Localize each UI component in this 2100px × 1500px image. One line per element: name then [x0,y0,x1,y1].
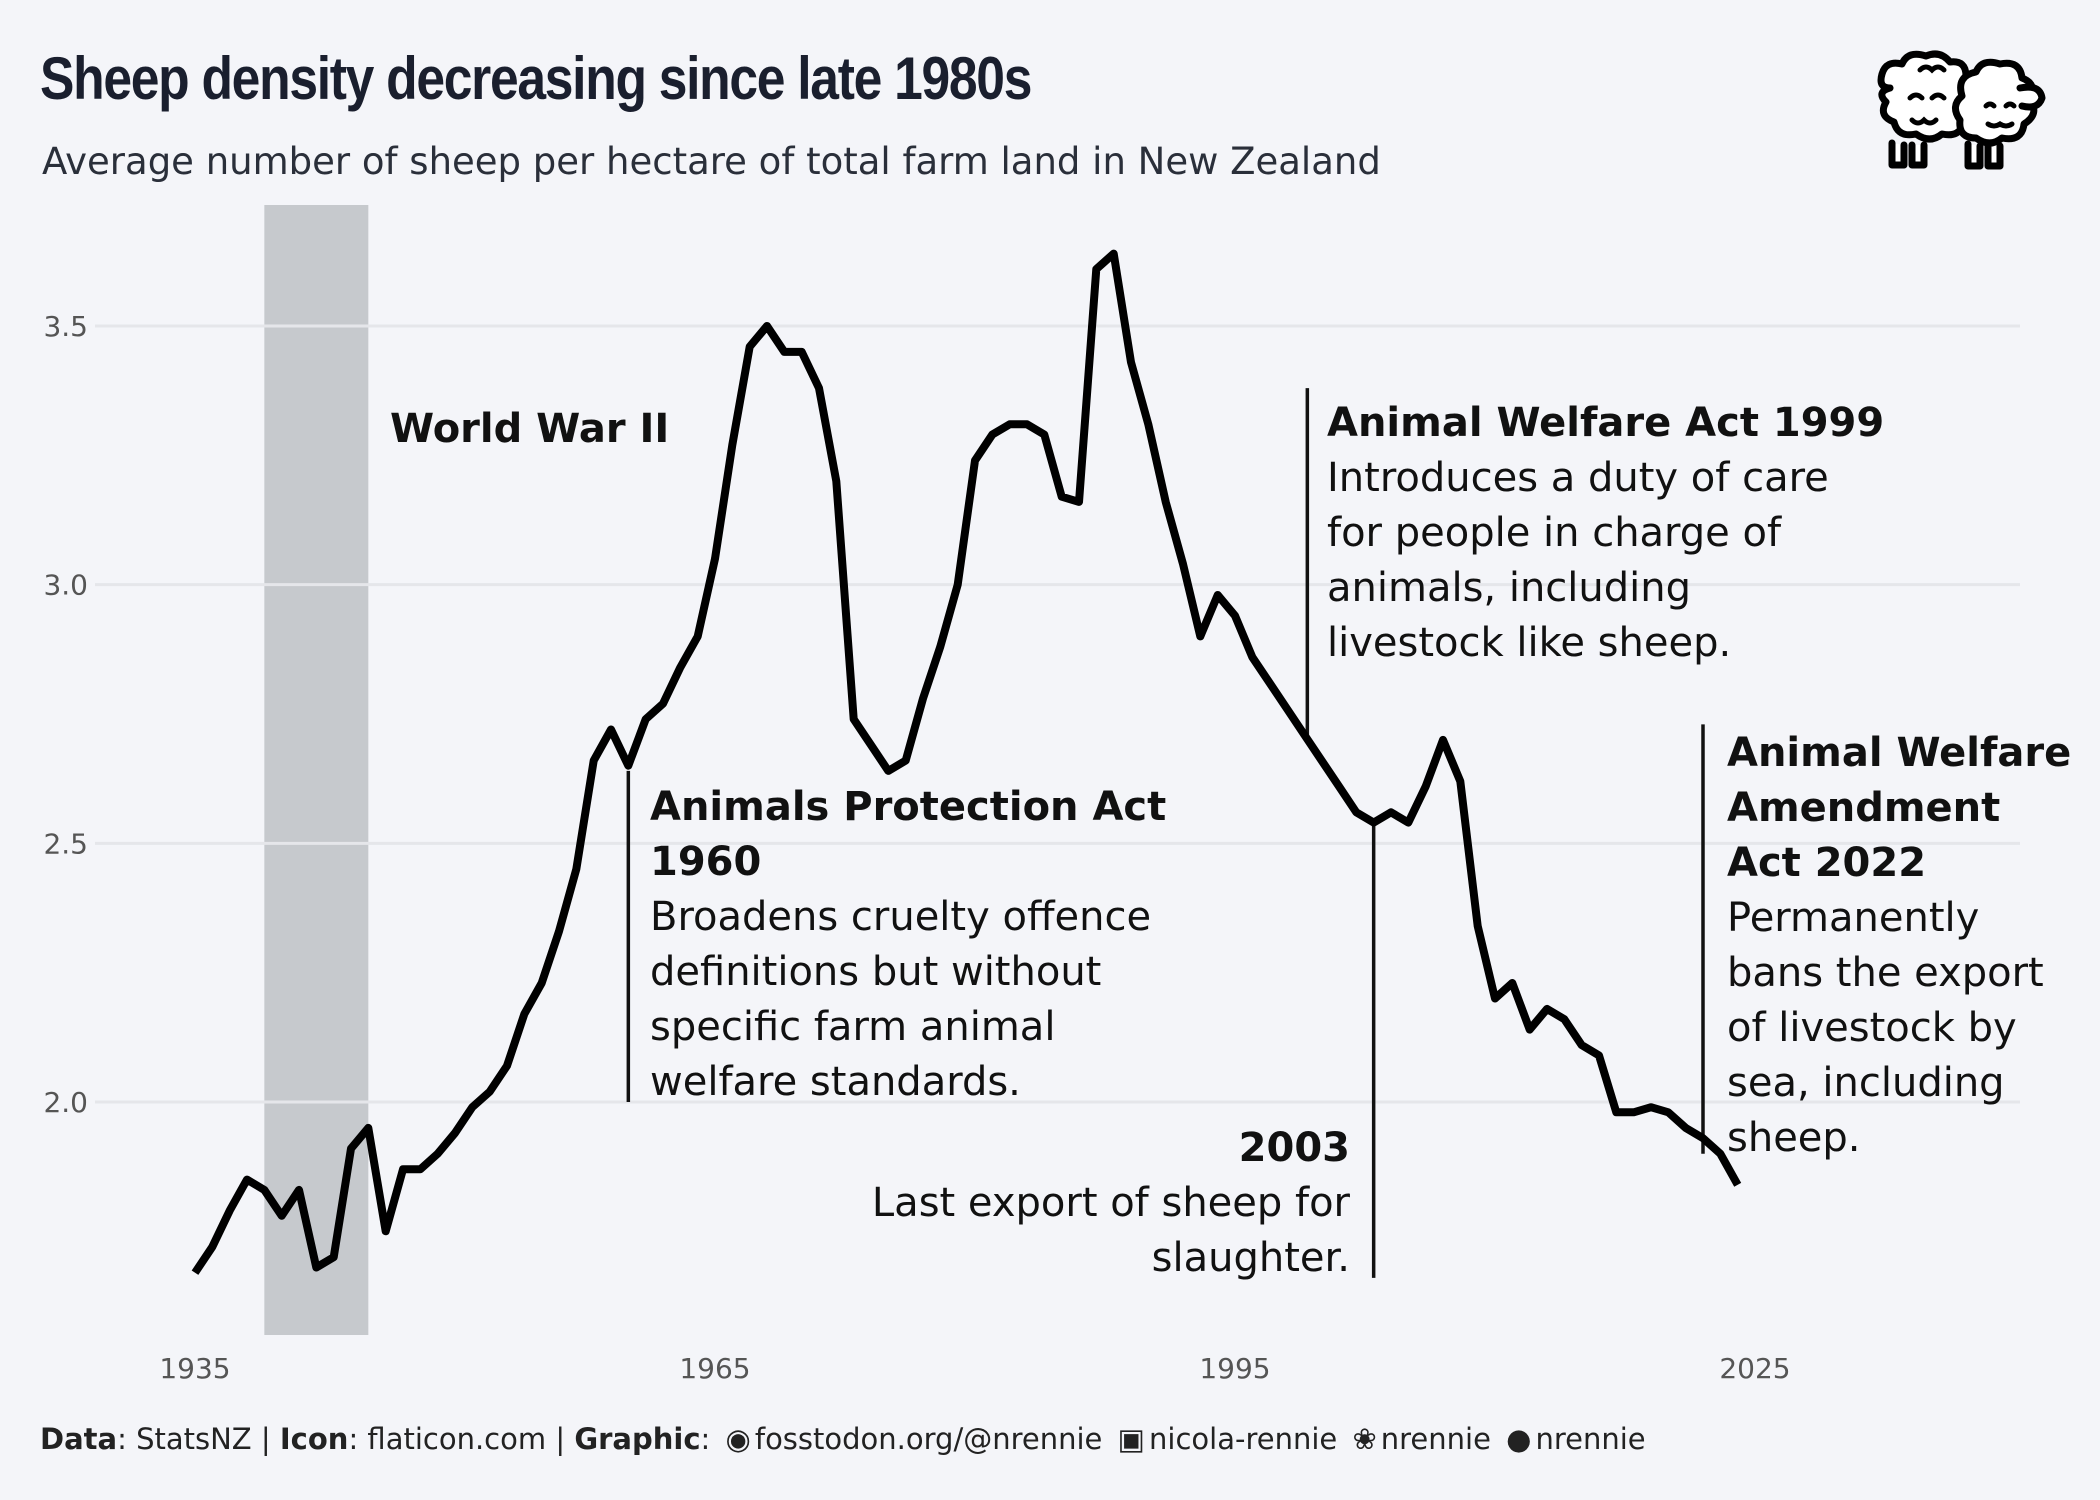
caption-data-value: : StatsNZ | [117,1422,280,1456]
annotation-body-awa1999: animals, including [1327,565,1691,611]
caption: Data: StatsNZ | Icon: flaticon.com | Gra… [40,1422,1646,1456]
caption-github[interactable]: nrennie [1535,1422,1646,1456]
annotation-heading-export2003: 2003 [1239,1125,1350,1171]
annotation-heading-apa1960: Animals Protection Act [650,784,1166,830]
annotation-body-awa1999: Introduces a duty of care [1327,455,1829,501]
butterfly-icon: ❀ [1352,1422,1377,1456]
annotation-body-awaa2022: of livestock by [1727,1005,2017,1051]
line-chart: 2.0 2.5 3.0 3.5 1935 1965 1995 2025 World War I… [43,205,2071,1385]
y-tick-label: 2.5 [43,827,88,860]
github-icon: ● [1506,1422,1532,1456]
annotation-body-awaa2022: bans the export [1727,950,2044,996]
annotation-body-awa1999: livestock like sheep. [1327,620,1731,666]
annotation-body-awaa2022: sea, including [1727,1060,2005,1106]
x-tick-label: 1995 [1199,1352,1270,1385]
shaded-region-label: World War II [390,406,669,452]
annotation-body-apa1960: specific farm animal [650,1004,1055,1050]
caption-bluesky[interactable]: nrennie [1380,1422,1491,1456]
x-tick-label: 1965 [679,1352,750,1385]
annotation-body-apa1960: definitions but without [650,949,1101,995]
annotation-body-awa1999: for people in charge of [1327,510,1782,556]
sheep-icon [1877,50,2046,170]
caption-icon-label: Icon [279,1422,349,1456]
annotation-body-apa1960: welfare standards. [650,1059,1021,1105]
y-tick-label: 3.0 [43,569,88,602]
annotation-body-export2003: slaughter. [1152,1235,1350,1281]
x-tick-label: 2025 [1719,1352,1790,1385]
annotation-body-awaa2022: Permanently [1727,895,1979,941]
annotation-body-awaa2022: sheep. [1727,1115,1861,1161]
annotation-heading-awaa2022: Act 2022 [1727,840,1926,886]
annotation-heading-awaa2022: Amendment [1727,785,2000,831]
annotation-body-export2003: Last export of sheep for [872,1180,1351,1226]
annotation-heading-awa1999: Animal Welfare Act 1999 [1327,400,1884,446]
caption-graphic-label: Graphic [574,1422,701,1456]
caption-graphic-sep: : [700,1422,711,1456]
caption-mastodon[interactable]: fosstodon.org/@nrennie [754,1422,1103,1456]
annotation-body-apa1960: Broadens cruelty offence [650,894,1151,940]
chart-title: Sheep density decreasing since late 1980… [40,45,1032,112]
linkedin-icon: ▣ [1117,1422,1146,1456]
caption-data-label: Data [40,1422,118,1456]
caption-linkedin[interactable]: nicola-rennie [1149,1422,1338,1456]
x-tick-label: 1935 [159,1352,230,1385]
y-tick-label: 3.5 [43,310,88,343]
y-tick-label: 2.0 [43,1086,88,1119]
shaded-region-wwii [264,205,369,1335]
caption-icon-value: : flaticon.com | [348,1422,575,1456]
chart-subtitle: Average number of sheep per hectare of t… [42,140,1381,183]
data-line [191,249,1742,1275]
annotation-heading-apa1960: 1960 [650,839,761,885]
mastodon-icon: ◉ [725,1422,751,1456]
annotation-heading-awaa2022: Animal Welfare [1727,730,2071,776]
